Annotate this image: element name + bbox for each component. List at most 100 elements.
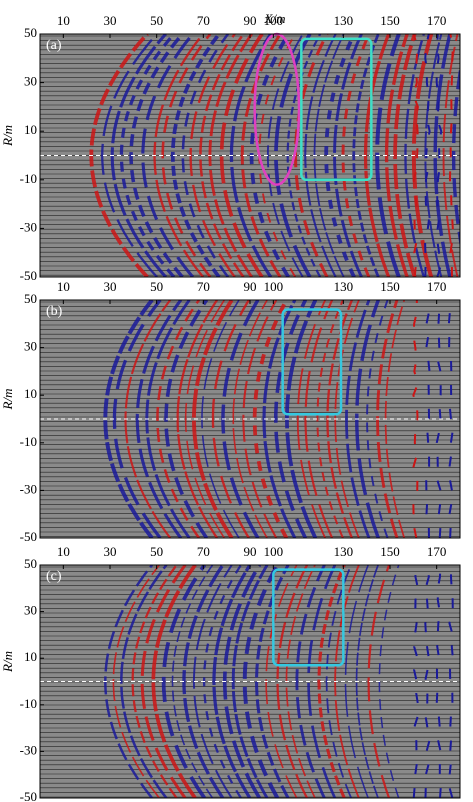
seismic-event [412, 565, 419, 798]
x-tick-label: 10 [57, 13, 70, 28]
seismic-event [344, 565, 369, 798]
x-tick-label: 150 [380, 279, 400, 294]
seismic-event [295, 565, 326, 798]
y-tick-label: -30 [20, 481, 37, 496]
seismic-event [101, 34, 158, 277]
y-tick-label: -10 [20, 171, 37, 186]
seismic-event [199, 34, 245, 277]
y-tick-label: 30 [24, 74, 37, 89]
seismic-event [393, 34, 417, 277]
seismic-event [181, 34, 229, 277]
x-tick-label: 10 [57, 544, 70, 559]
x-tick-label: 130 [334, 544, 354, 559]
y-tick-label: -30 [20, 219, 37, 234]
seismic-event [316, 300, 344, 538]
x-tick-label: 10 [57, 279, 70, 294]
seismic-event [140, 565, 187, 798]
seismic-event [442, 34, 459, 277]
x-tick-label: 50 [150, 544, 163, 559]
seismic-event [120, 565, 168, 798]
x-tick-label: 50 [150, 279, 163, 294]
x-tick-label: 90 [244, 279, 257, 294]
seismic-event [171, 565, 214, 798]
seismic-event [333, 34, 363, 277]
seismic-event [448, 34, 454, 277]
seismic-event [156, 300, 200, 538]
seismic-event [112, 300, 162, 538]
x-tick-label: 100 [264, 13, 284, 28]
y-tick-label: -50 [20, 789, 37, 802]
x-tick-label: 70 [197, 13, 210, 28]
seismic-event [141, 34, 194, 277]
seismic-event [304, 300, 334, 538]
seismic-event [211, 300, 250, 538]
seismic-event [103, 300, 154, 538]
y-tick-label: 10 [24, 649, 37, 664]
seismic-event [242, 565, 280, 798]
y-tick-label: 30 [24, 603, 37, 618]
seismic-event [355, 565, 379, 798]
x-tick-label: 150 [380, 544, 400, 559]
y-tick-label: -10 [20, 696, 37, 711]
seismic-event [151, 565, 197, 798]
y-tick-label: 50 [24, 25, 37, 40]
seismic-event [232, 300, 268, 538]
y-tick-label: 10 [24, 386, 37, 401]
seismic-event [352, 34, 380, 277]
seismic-event [231, 565, 269, 798]
y-tick-label: -50 [20, 529, 37, 544]
seismic-event [296, 300, 327, 538]
seismic-event [304, 34, 337, 277]
x-tick-label: 100 [264, 544, 284, 559]
x-tick-label: 130 [334, 279, 354, 294]
x-tick-label: 70 [197, 279, 210, 294]
seismic-event [448, 565, 454, 798]
seismic-event [325, 565, 353, 798]
seismic-event [274, 300, 308, 538]
seismic-event [184, 300, 225, 538]
seismic-event [447, 300, 454, 538]
x-axis-label: X/m [264, 11, 286, 26]
y-tick-label: -30 [20, 742, 37, 757]
y-tick-label: 50 [24, 291, 37, 306]
highlight-box [281, 308, 343, 416]
seismic-event [252, 300, 289, 538]
y-tick-label: 30 [24, 339, 37, 354]
seismic-event [341, 34, 371, 277]
seismic-event [367, 565, 391, 798]
x-tick-label: 30 [104, 279, 117, 294]
panel-label: (a) [46, 38, 62, 53]
seismic-event [412, 300, 420, 538]
seismic-event [435, 565, 442, 798]
seismic-event [212, 565, 252, 798]
highlight-box [300, 37, 373, 182]
seismic-event [307, 565, 337, 798]
y-tick-label: 50 [24, 556, 37, 571]
seismic-event [240, 34, 282, 277]
seismic-event [317, 565, 346, 798]
seismic-event [176, 300, 218, 538]
seismic-event [366, 300, 389, 538]
seismic-event [170, 34, 221, 277]
seismic-event [412, 34, 419, 277]
seismic-event [276, 565, 309, 798]
y-tick-label: -50 [20, 268, 37, 283]
x-tick-label: 170 [427, 544, 447, 559]
x-tick-label: 150 [380, 13, 400, 28]
x-tick-label: 90 [244, 13, 257, 28]
seismic-event [345, 300, 371, 538]
highlight-box [272, 568, 345, 667]
y-tick-label: -10 [20, 434, 37, 449]
y-tick-label: 10 [24, 122, 37, 137]
x-tick-label: 170 [427, 13, 447, 28]
x-tick-label: 30 [104, 544, 117, 559]
panel-label: (b) [46, 304, 63, 319]
x-tick-label: 130 [334, 13, 354, 28]
seismic-section [40, 300, 460, 538]
x-tick-label: 90 [244, 544, 257, 559]
y-axis-label: R/m [0, 125, 15, 147]
seismic-event [424, 300, 431, 538]
seismic-event [324, 34, 356, 277]
seismic-event [191, 300, 234, 538]
